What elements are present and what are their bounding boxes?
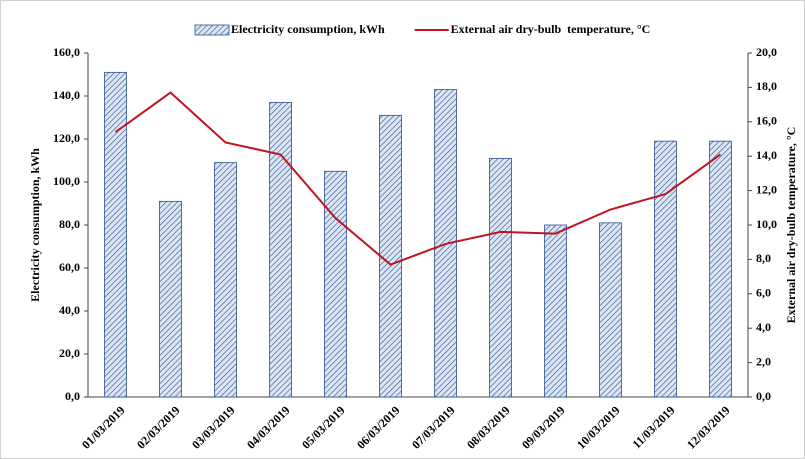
bar [544,224,567,398]
y-tick-label: 80,0 [59,217,80,231]
y2-tick-label: 4,0 [756,320,771,334]
y2-tick-label: 18,0 [756,79,777,93]
bar [269,102,292,398]
y2-tick-label: 12,0 [756,182,777,196]
y2-tick-label: 0,0 [756,389,771,403]
y2-axis-title: External air dry-bulb temperature, °C [784,127,798,324]
y2-tick-label: 6,0 [756,286,771,300]
legend-label: Electricity consumption, kWh [231,22,385,36]
bar [709,140,732,398]
y-tick-label: 140,0 [53,88,80,102]
bar [324,170,347,398]
y-tick-label: 0,0 [65,389,80,403]
bar [104,71,127,398]
y-tick-label: 40,0 [59,303,80,317]
bar [379,114,402,398]
y-axis-title: Electricity consumption, kWh [28,148,42,302]
legend-label: External air dry-bulb temperature, °C [451,22,651,36]
bar [599,222,622,398]
y2-tick-label: 8,0 [756,251,771,265]
y2-tick-label: 2,0 [756,354,771,368]
bar [159,200,182,398]
y-tick-label: 60,0 [59,260,80,274]
legend-swatch [194,24,230,36]
y2-tick-label: 14,0 [756,148,777,162]
y-tick-label: 20,0 [59,346,80,360]
line [114,91,722,266]
y-tick-label: 100,0 [53,174,80,188]
y-tick-label: 120,0 [53,131,80,145]
y2-tick-label: 16,0 [756,114,777,128]
y-tick-label: 160,0 [53,45,80,59]
bar [214,162,237,398]
bar [654,140,677,398]
y2-tick-label: 10,0 [756,217,777,231]
bar [489,157,512,398]
y2-tick-label: 20,0 [756,45,777,59]
